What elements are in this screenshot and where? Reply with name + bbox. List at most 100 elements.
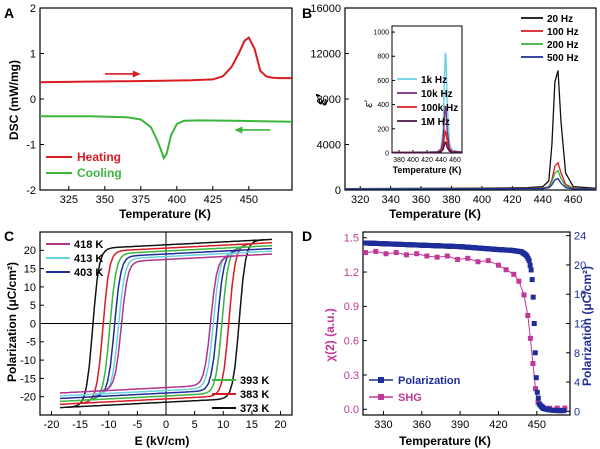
panel-d-legend-label: Polarization	[398, 375, 461, 387]
panel-d-shg-line	[365, 250, 565, 409]
panel-d-polarization-point	[530, 294, 536, 300]
panel-a-xlabel: Temperature (K)	[119, 207, 211, 221]
panel-c-ytick-label: -15	[20, 373, 36, 385]
panel-a-arrow-head	[234, 126, 243, 134]
panel-d-y2tick-label: 24	[574, 231, 586, 243]
panel-d-polarization-point	[534, 389, 540, 395]
panel-d-shg-point	[525, 312, 531, 318]
panel-c-loop	[59, 241, 273, 406]
panel-d-shg-point	[393, 250, 399, 256]
panel-d-shg-point	[363, 250, 369, 256]
panel-a-ytick-label: -1	[26, 139, 36, 151]
panel-d-shg-point	[414, 251, 420, 257]
panel-d-shg-point	[455, 256, 461, 262]
panel-b-inset-ytick-label: 600	[377, 78, 389, 85]
panel-a-ylabel: DSC (mW/mg)	[7, 60, 21, 140]
panel-b-legend-label: 500 Hz	[547, 53, 579, 64]
panel-c-loop	[59, 238, 273, 409]
panel-c-loop	[59, 244, 273, 403]
panel-a-xtick-label: 350	[96, 194, 114, 206]
panel-c-legend-label: 393 K	[240, 375, 269, 387]
panel-c-legend-label: 413 K	[74, 253, 103, 265]
panel-b-inset-ytick-label: 0	[385, 151, 389, 158]
panel-c-ytick-label: -5	[26, 337, 36, 349]
panel-c-xtick-label: -20	[44, 419, 60, 431]
panel-d-shg-point	[521, 292, 527, 298]
panel-a-series-cooling	[40, 115, 293, 161]
panel-d-polarization-point	[561, 408, 567, 414]
panel-d-shg-point	[383, 251, 389, 257]
panel-c-xtick-label: 5	[192, 419, 198, 431]
panel-b-inset-ytick-label: 800	[377, 54, 389, 61]
panel-b-xtick-label: 460	[564, 194, 582, 206]
panel-a-legend-label: Cooling	[77, 166, 122, 180]
panel-b-inset-legend-label: 1k Hz	[421, 75, 447, 86]
panel-d-shg-point	[527, 335, 533, 341]
panel-b-series	[344, 177, 597, 190]
panel-d-ytick-label: 0.9	[344, 301, 359, 313]
panel-d-y2tick-label: 20	[574, 260, 586, 272]
panel-c-xtick-label: -15	[72, 419, 88, 431]
panel-c-xlabel: E (kV/cm)	[135, 434, 190, 448]
panel-c-xtick-label: 15	[246, 419, 258, 431]
panel-a-ytick-label: 0	[30, 94, 36, 106]
panel-b-inset-xtick-label: 460	[449, 157, 461, 164]
panel-d-shg-point	[503, 267, 509, 273]
panel-a-ytick-label: -2	[26, 185, 36, 197]
panel-b-inset-series	[391, 140, 463, 154]
panel-b-inset-xtick-label: 380	[393, 157, 405, 164]
panel-d-y2tick-label: 0	[574, 406, 580, 418]
panel-b-inset-xlabel: Temperature (K)	[393, 165, 462, 175]
panel-b-inset-ytick-label: 1000	[373, 30, 389, 37]
panel-b-inset-legend-label: 10k Hz	[421, 89, 453, 100]
panel-c-xtick-label: -5	[132, 419, 142, 431]
panel-b-inset-frame	[391, 25, 463, 154]
panel-c-letter: C	[4, 228, 14, 244]
panel-a-xtick-label: 450	[240, 194, 258, 206]
panel-d-shg-point	[485, 258, 491, 264]
panel-b-ytick-label: 16000	[310, 3, 341, 15]
panel-d-polarization-point	[526, 258, 532, 264]
panel-d-polarization-point	[535, 395, 541, 401]
panel-c-ylabel: Polarization (μC/cm²)	[5, 262, 19, 382]
panel-d-y2tick-label: 16	[574, 289, 586, 301]
panel-d-shg-point	[516, 278, 522, 284]
panel-d-shg-point	[495, 262, 501, 268]
panel-b-inset-legend-label: 1M Hz	[421, 117, 450, 128]
panel-c-loop	[59, 250, 273, 397]
panel-d-ytick-label: 0.0	[344, 404, 359, 416]
panel-d-shg-point	[373, 248, 379, 254]
panel-b-ytick-label: 0	[335, 185, 341, 197]
panel-b-legend-label: 100 Hz	[547, 27, 579, 38]
panel-d-polarization-point	[532, 350, 538, 356]
panel-d-y2label: Polarization (μC/cm²)	[580, 266, 594, 386]
panel-d-xtick-label: 330	[374, 419, 392, 431]
panel-d-xtick-label: 390	[451, 419, 469, 431]
panel-d-shg-point	[530, 361, 536, 367]
panel-c-legend-label: 383 K	[240, 389, 269, 401]
panel-b-series	[344, 161, 597, 190]
panel-d-legend-marker	[378, 394, 384, 400]
panel-c: C Polarization (μC/cm²) E (kV/cm) -20 -15…	[4, 228, 293, 448]
panel-d-ytick-label: 0.3	[344, 370, 359, 382]
panel-d-polarization-point	[527, 262, 533, 268]
panel-d-xtick-label: 420	[489, 419, 507, 431]
panel-c-ytick-label: 20	[24, 245, 36, 257]
panel-b-inset-ylabel: ε′	[363, 100, 375, 108]
panel-d-polarization-point	[533, 375, 539, 381]
panel-b-xtick-label: 380	[442, 194, 460, 206]
panel-c-loop	[59, 247, 273, 400]
panel-a-xtick-label: 400	[168, 194, 186, 206]
panel-b-inset-xtick-label: 440	[435, 157, 447, 164]
panel-d-xlabel: Temperature (K)	[399, 434, 491, 448]
panel-b-legend-label: 200 Hz	[547, 40, 579, 51]
panel-b-xtick-label: 400	[473, 194, 491, 206]
panel-b-inset-ytick-label: 400	[377, 102, 389, 109]
panel-b-xtick-label: 360	[412, 194, 430, 206]
panel-d-xtick-label: 360	[413, 419, 431, 431]
panel-b-xlabel: Temperature (K)	[389, 207, 481, 221]
panel-b: B ε′ Temperature (K) ε′ Temperature (K) …	[302, 3, 597, 221]
panel-d-letter: D	[302, 228, 312, 244]
panel-c-ytick-label: -10	[20, 355, 36, 367]
